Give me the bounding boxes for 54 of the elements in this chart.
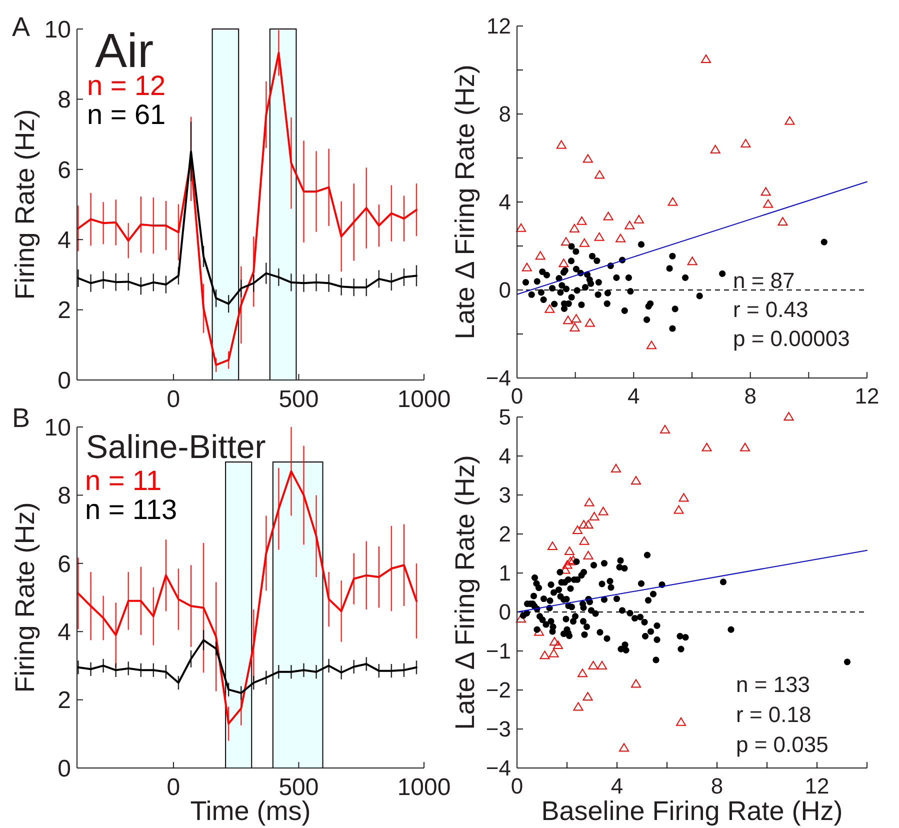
y-tick-label: −3 [486, 716, 511, 742]
y-axis-title: Late Δ Firing Rate (Hz) [450, 455, 480, 730]
y-tick-label: 12 [486, 14, 511, 39]
y-tick-label: 2 [498, 522, 511, 547]
y-tick-label: 6 [58, 550, 71, 578]
annotation: r = 0.18 [736, 702, 812, 727]
y-tick-label: 4 [58, 227, 71, 254]
y-tick-label: 8 [58, 482, 71, 510]
y-tick-label: −1 [486, 638, 511, 664]
x-tick-label: 12 [804, 774, 830, 799]
annotation: n = 133 [736, 672, 810, 697]
y-tick-label: 6 [58, 156, 71, 184]
y-tick-label: 10 [44, 16, 71, 44]
text: B [12, 403, 30, 433]
y-tick-label: 3 [498, 482, 511, 508]
x-tick-label: 0 [166, 386, 180, 414]
text: n = 12 [87, 70, 166, 101]
y-tick-label: 2 [58, 297, 71, 324]
series-label: n = 61 [87, 99, 166, 130]
y-tick-label: 4 [498, 444, 511, 469]
y-axis-title: Firing Rate (Hz) [10, 109, 40, 300]
x-tick-label: 12 [854, 384, 880, 409]
y-tick-label: 5 [498, 404, 511, 430]
y-tick-label: −2 [486, 678, 511, 703]
annotation: n = 87 [733, 268, 795, 293]
y-tick-label: 0 [498, 278, 511, 303]
x-tick-label: 0 [166, 774, 180, 802]
y-tick-label: 8 [58, 86, 71, 114]
y-tick-label: 0 [498, 600, 511, 625]
y-tick-label: −4 [486, 366, 511, 391]
x-axis-title: Baseline Firing Rate (Hz) [541, 796, 843, 826]
x-tick-label: 8 [710, 774, 724, 799]
y-tick-label: −4 [486, 756, 511, 781]
x-tick-label: 4 [610, 774, 624, 799]
annotation: p = 0.035 [736, 732, 828, 757]
x-tick-label: 8 [744, 384, 756, 409]
text: A [12, 12, 30, 42]
annotation: r = 0.43 [733, 297, 808, 322]
x-tick-label: 1000 [397, 386, 451, 414]
y-tick-label: 4 [498, 190, 511, 215]
y-tick-label: 2 [58, 687, 71, 714]
text: n = 113 [85, 494, 178, 525]
y-tick-label: 8 [498, 102, 511, 127]
annotation: p = 0.00003 [733, 326, 850, 351]
x-tick-label: 500 [278, 386, 319, 414]
x-tick-label: 1000 [397, 774, 451, 802]
x-tick-label: 4 [628, 384, 640, 409]
text: n = 11 [85, 465, 162, 496]
y-axis-title: Firing Rate (Hz) [10, 502, 40, 693]
y-tick-label: 10 [44, 414, 71, 442]
y-tick-label: 4 [58, 619, 71, 646]
chart-title: Saline-Bitter [86, 428, 266, 465]
y-tick-label: 1 [498, 560, 511, 586]
y-axis-title: Late Δ Firing Rate (Hz) [450, 64, 480, 340]
